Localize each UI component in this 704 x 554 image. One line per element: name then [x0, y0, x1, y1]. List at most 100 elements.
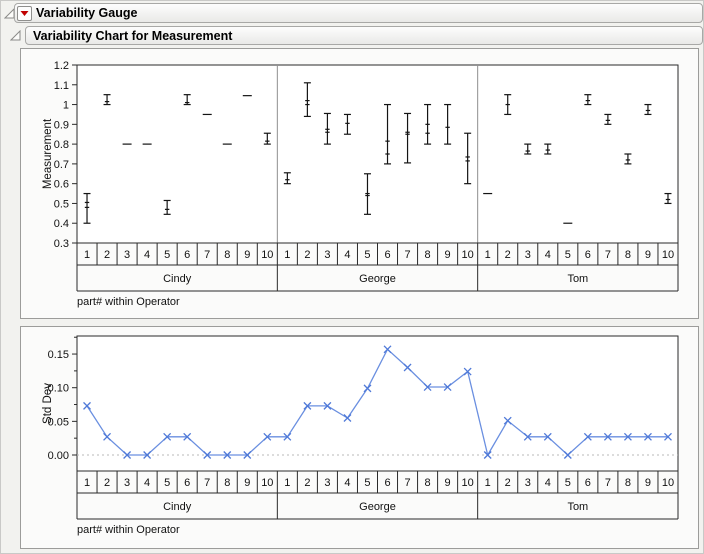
- range-bar[interactable]: [584, 94, 592, 106]
- part-number-label: 3: [124, 477, 130, 489]
- marker-stroke: [583, 432, 592, 441]
- range-bar[interactable]: [363, 173, 371, 215]
- range-bar[interactable]: [664, 192, 672, 205]
- marker-stroke: [103, 432, 112, 441]
- range-bar[interactable]: [283, 172, 291, 185]
- part-number-label: 6: [585, 477, 591, 489]
- stddev-marker[interactable]: [664, 432, 672, 441]
- part-number-label: 2: [505, 249, 511, 261]
- range-bar[interactable]: [384, 103, 392, 165]
- range-bar[interactable]: [604, 113, 612, 125]
- part-number-label: 9: [645, 477, 651, 489]
- part-number-label: 2: [304, 249, 310, 261]
- range-bar[interactable]: [504, 94, 512, 116]
- part-number-label: 5: [565, 477, 571, 489]
- stddev-chart-panel[interactable]: 0.00 0.05 0.10 0.15 Std Dev 1 2 3 4 5 6 7 8 9 10 Cindy 1…: [20, 326, 699, 549]
- range-bar[interactable]: [404, 112, 412, 164]
- part-number-label: 1: [84, 477, 90, 489]
- stddev-marker[interactable]: [403, 363, 412, 372]
- marker-stroke: [503, 416, 512, 425]
- marker-stroke: [283, 432, 292, 441]
- stddev-marker[interactable]: [363, 384, 372, 393]
- stddev-chart-svg: 0.00 0.05 0.10 0.15 Std Dev 1 2 3 4 5 6 7 8 9 10 Cindy 1…: [42, 335, 679, 536]
- range-bar[interactable]: [624, 153, 632, 165]
- part-number-label: 7: [404, 249, 410, 261]
- red-triangle-menu-button[interactable]: [17, 5, 32, 21]
- stddev-marker[interactable]: [163, 432, 172, 441]
- part-number-label: 8: [425, 249, 431, 261]
- variability-chart-panel[interactable]: 1.2 1.1 1 0.9 0.8 0.7 0.6 0.5 0.4 0.3 Measurement 1…: [20, 48, 699, 319]
- part-number-label: 8: [224, 249, 230, 261]
- part-number-label: 6: [184, 249, 190, 261]
- marker-stroke: [463, 367, 472, 376]
- y-tick-label: 0.7: [54, 159, 69, 171]
- range-bar[interactable]: [343, 113, 351, 135]
- stddev-marker[interactable]: [123, 451, 132, 459]
- range-bar[interactable]: [544, 143, 552, 155]
- range-bar[interactable]: [524, 143, 532, 155]
- stddev-marker[interactable]: [563, 451, 572, 459]
- range-bar[interactable]: [303, 82, 311, 118]
- range-bar[interactable]: [103, 94, 111, 106]
- marker-stroke: [363, 384, 372, 393]
- y-tick-label: 0.10: [48, 383, 69, 395]
- stddev-marker[interactable]: [83, 401, 91, 410]
- stddev-marker[interactable]: [383, 345, 392, 354]
- part-number-label: 2: [104, 477, 110, 489]
- range-bar[interactable]: [464, 132, 472, 185]
- stddev-marker[interactable]: [183, 432, 192, 441]
- marker-stroke: [183, 432, 192, 441]
- y-tick-label: 0.3: [54, 238, 69, 250]
- stddev-marker[interactable]: [303, 401, 312, 410]
- disclosure-triangle-icon[interactable]: [10, 30, 21, 41]
- stddev-marker[interactable]: [623, 432, 632, 441]
- stddev-marker[interactable]: [503, 416, 512, 425]
- y-tick-label: 0.9: [54, 119, 69, 131]
- stddev-marker[interactable]: [243, 451, 252, 459]
- part-number-label: 3: [324, 477, 330, 489]
- stddev-marker[interactable]: [103, 432, 112, 441]
- stddev-marker[interactable]: [543, 432, 552, 441]
- range-bar[interactable]: [83, 192, 91, 224]
- stddev-marker[interactable]: [143, 451, 152, 459]
- marker-stroke: [243, 451, 252, 459]
- part-number-label: 5: [164, 249, 170, 261]
- stddev-marker[interactable]: [263, 432, 272, 441]
- marker-stroke: [303, 401, 312, 410]
- y-tick-label: 0.15: [48, 349, 69, 361]
- range-bar[interactable]: [323, 112, 331, 145]
- range-bar[interactable]: [644, 103, 652, 116]
- stddev-marker[interactable]: [443, 383, 452, 391]
- stddev-marker[interactable]: [343, 414, 352, 422]
- stddev-marker[interactable]: [323, 401, 332, 410]
- range-bar[interactable]: [424, 103, 432, 145]
- y-tick-label: 0.6: [54, 179, 69, 191]
- stddev-marker[interactable]: [483, 451, 492, 459]
- plot-area[interactable]: [76, 335, 679, 472]
- stddev-marker[interactable]: [423, 383, 432, 391]
- marker-stroke: [483, 451, 492, 459]
- marker-stroke: [163, 432, 172, 441]
- part-number-label: 8: [425, 477, 431, 489]
- stddev-marker[interactable]: [463, 367, 472, 376]
- stddev-marker[interactable]: [643, 432, 652, 441]
- plot-area[interactable]: [76, 64, 679, 244]
- outline-header-variability-chart[interactable]: Variability Chart for Measurement: [25, 26, 703, 45]
- range-bar[interactable]: [183, 94, 191, 106]
- marker-stroke: [323, 401, 332, 410]
- variability-chart-svg: 1.2 1.1 1 0.9 0.8 0.7 0.6 0.5 0.4 0.3 Measurement 1…: [42, 60, 679, 308]
- stddev-marker[interactable]: [223, 451, 232, 459]
- x-axis-title: part# within Operator: [77, 524, 180, 536]
- stddev-marker[interactable]: [603, 432, 612, 441]
- outline-header-variability-gauge[interactable]: Variability Gauge: [14, 3, 703, 23]
- part-number-label: 4: [344, 477, 350, 489]
- stddev-marker[interactable]: [523, 432, 532, 441]
- range-bar[interactable]: [444, 103, 452, 145]
- marker-stroke: [263, 432, 272, 441]
- stddev-marker[interactable]: [283, 432, 292, 441]
- range-bar[interactable]: [163, 199, 171, 215]
- part-number-label: 3: [124, 249, 130, 261]
- range-bar[interactable]: [263, 132, 271, 145]
- stddev-marker[interactable]: [583, 432, 592, 441]
- stddev-marker[interactable]: [203, 451, 212, 459]
